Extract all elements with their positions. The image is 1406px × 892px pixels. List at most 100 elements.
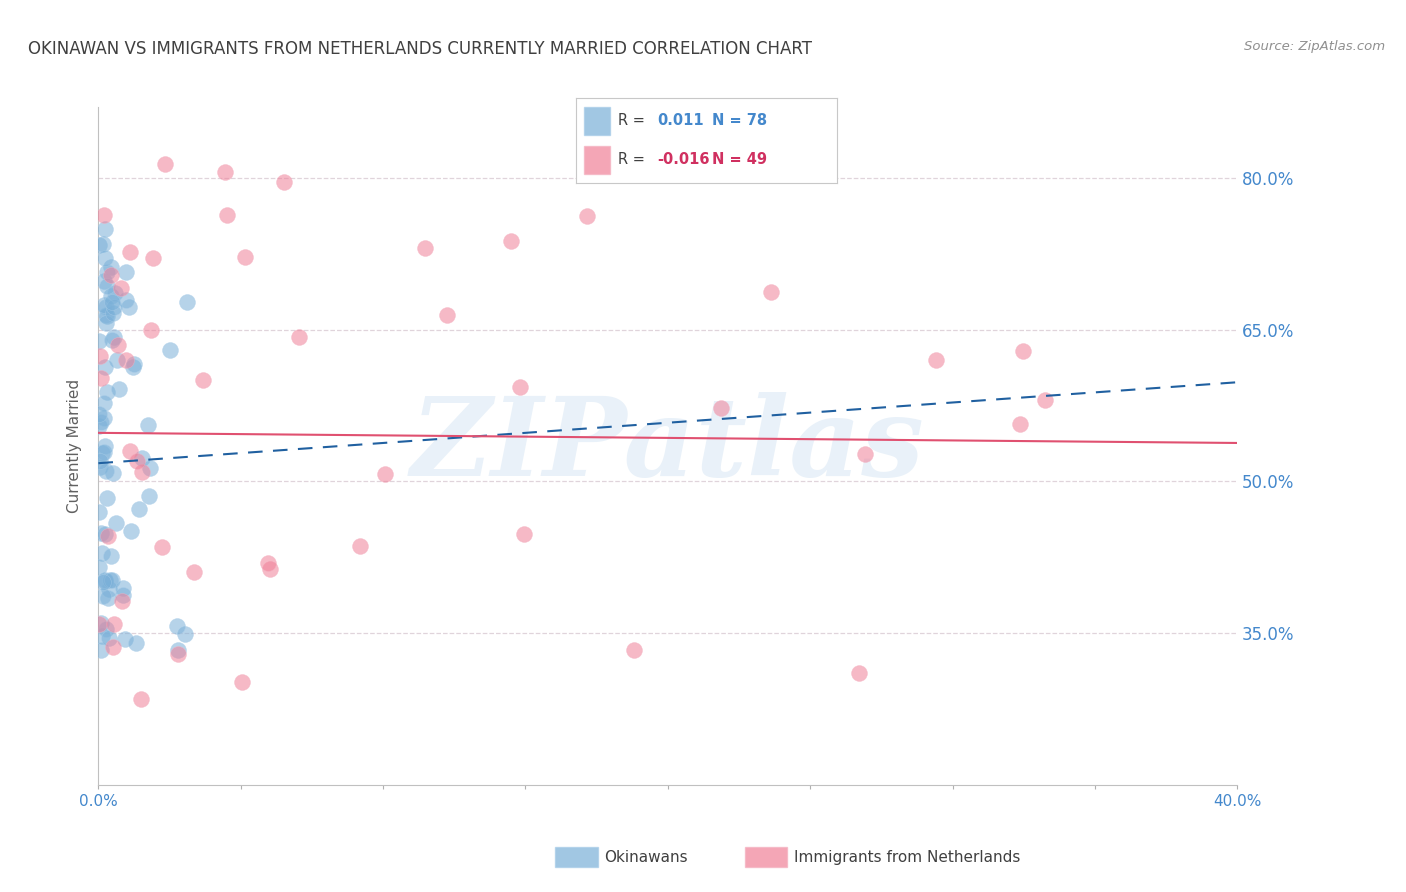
Point xyxy=(501,234,523,248)
Point xyxy=(89,505,111,519)
Point xyxy=(89,237,111,252)
Point xyxy=(512,527,534,541)
Point xyxy=(231,675,253,690)
Point xyxy=(97,582,120,597)
Point xyxy=(112,588,135,602)
Point xyxy=(94,622,117,636)
Point xyxy=(87,407,110,421)
Point xyxy=(93,222,115,236)
Point xyxy=(575,210,598,224)
Point xyxy=(93,274,115,288)
Point xyxy=(93,251,115,265)
Text: N = 78: N = 78 xyxy=(711,113,766,128)
Point xyxy=(90,526,112,541)
Point xyxy=(87,334,110,349)
Point xyxy=(100,295,122,310)
Point xyxy=(100,260,122,275)
Point xyxy=(90,371,112,385)
Point xyxy=(1033,392,1056,407)
Point xyxy=(94,574,117,589)
Point xyxy=(87,560,110,574)
Text: R =: R = xyxy=(619,113,645,128)
Point xyxy=(89,460,111,475)
Point xyxy=(436,308,458,322)
Point xyxy=(114,293,136,307)
Point xyxy=(273,175,295,189)
Point xyxy=(110,594,132,608)
Point xyxy=(509,380,531,394)
Point xyxy=(98,573,121,587)
Point xyxy=(155,157,177,171)
Point xyxy=(257,556,280,570)
Point xyxy=(89,419,111,434)
Point xyxy=(91,546,114,560)
Point xyxy=(90,415,112,429)
Point xyxy=(94,359,117,374)
Point xyxy=(96,265,118,279)
Point xyxy=(136,418,159,433)
Point xyxy=(101,573,124,587)
Point xyxy=(110,281,132,295)
Point xyxy=(159,343,181,358)
Point xyxy=(288,329,311,343)
Point xyxy=(90,616,112,631)
Point xyxy=(129,692,152,706)
Point xyxy=(848,665,870,680)
Point xyxy=(104,516,127,530)
Point xyxy=(90,643,112,657)
Point xyxy=(193,373,215,387)
Point xyxy=(93,445,115,459)
Point xyxy=(93,589,115,603)
Point xyxy=(214,165,236,179)
Point xyxy=(103,617,125,632)
Point xyxy=(167,647,190,661)
Point xyxy=(94,527,117,541)
Point xyxy=(96,310,118,324)
Text: OKINAWAN VS IMMIGRANTS FROM NETHERLANDS CURRENTLY MARRIED CORRELATION CHART: OKINAWAN VS IMMIGRANTS FROM NETHERLANDS … xyxy=(28,40,813,58)
Text: Okinawans: Okinawans xyxy=(605,850,688,864)
Text: ZIPatlas: ZIPatlas xyxy=(411,392,925,500)
Point xyxy=(183,565,205,579)
Point xyxy=(94,316,117,330)
Point xyxy=(96,278,118,293)
Text: -0.016: -0.016 xyxy=(657,153,710,168)
Text: 0.011: 0.011 xyxy=(657,113,704,128)
Point xyxy=(104,285,127,300)
Point xyxy=(93,396,115,410)
Point xyxy=(759,285,782,299)
Point xyxy=(176,294,198,309)
Point xyxy=(710,401,733,415)
Point xyxy=(97,591,120,605)
Point xyxy=(101,306,124,320)
Point xyxy=(125,454,148,468)
Point xyxy=(101,334,124,348)
Point xyxy=(97,529,120,543)
Point xyxy=(100,289,122,303)
Point xyxy=(107,338,129,352)
Point xyxy=(93,410,115,425)
Bar xyxy=(585,107,610,135)
Point xyxy=(925,353,948,368)
Point xyxy=(167,643,190,657)
Point xyxy=(94,573,117,587)
Point xyxy=(114,632,136,646)
Point xyxy=(94,439,117,453)
Point xyxy=(89,616,111,631)
Point xyxy=(89,454,111,468)
Point xyxy=(1008,417,1031,431)
Point xyxy=(91,236,114,251)
Point xyxy=(96,491,118,505)
Point xyxy=(93,298,115,312)
Point xyxy=(91,629,114,643)
Point xyxy=(111,582,134,596)
Point xyxy=(91,574,114,589)
Point xyxy=(118,300,141,314)
Point xyxy=(108,382,131,396)
Point xyxy=(174,627,197,641)
Point xyxy=(94,464,117,478)
Bar xyxy=(585,146,610,175)
Point xyxy=(128,502,150,516)
Point xyxy=(114,265,136,279)
Point xyxy=(97,631,120,645)
Point xyxy=(100,268,122,282)
